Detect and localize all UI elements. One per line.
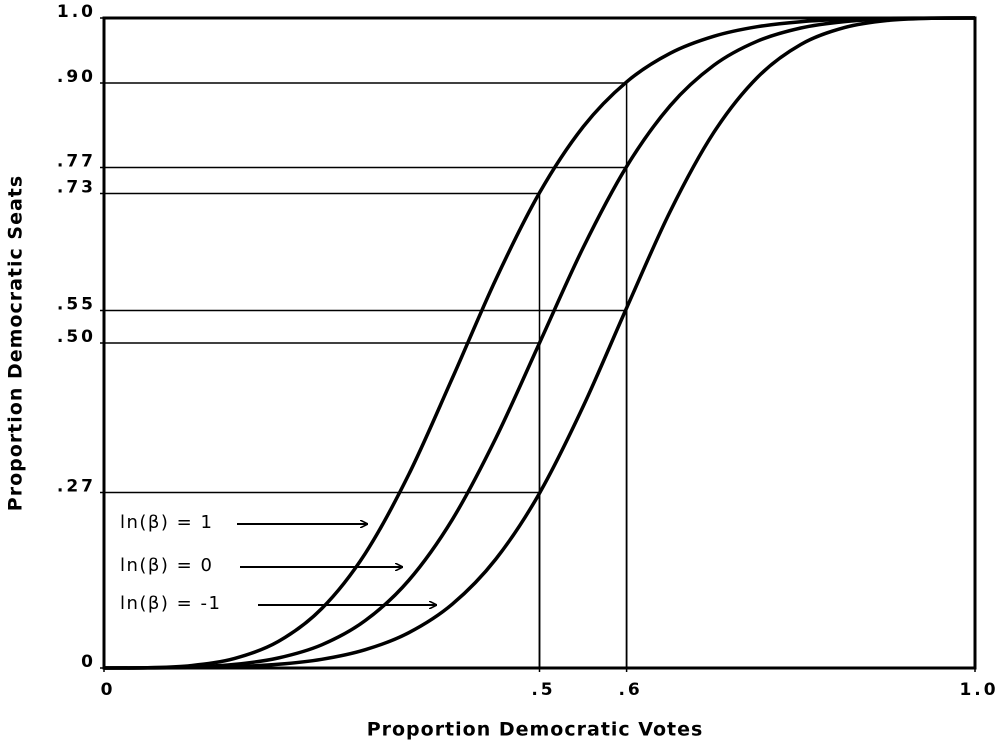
series-label: ln(β) = 1 [120,512,213,533]
plot-frame [102,16,977,670]
y-tick-label: 1.0 [57,2,96,22]
y-tick-label: 0 [81,652,96,672]
x-tick-label: 0 [101,680,116,700]
x-tick-label: .6 [618,680,642,700]
curve [103,16,976,670]
x-tick-label: 1.0 [959,680,998,700]
y-axis-label: Proportion Democratic Seats [5,175,27,511]
x-tick-label: .5 [531,680,555,700]
series-label: ln(β) = -1 [120,593,221,614]
y-tick-label: .90 [57,67,96,87]
y-tick-label: .55 [57,295,96,315]
series-label: ln(β) = 0 [120,555,213,576]
y-tick-label: .73 [57,178,96,198]
x-axis-label: Proportion Democratic Votes [367,719,704,741]
curve [103,16,976,670]
y-tick-label: .77 [57,152,96,172]
y-tick-label: .50 [57,327,96,347]
y-tick-label: .27 [57,477,96,497]
curve [103,16,976,670]
